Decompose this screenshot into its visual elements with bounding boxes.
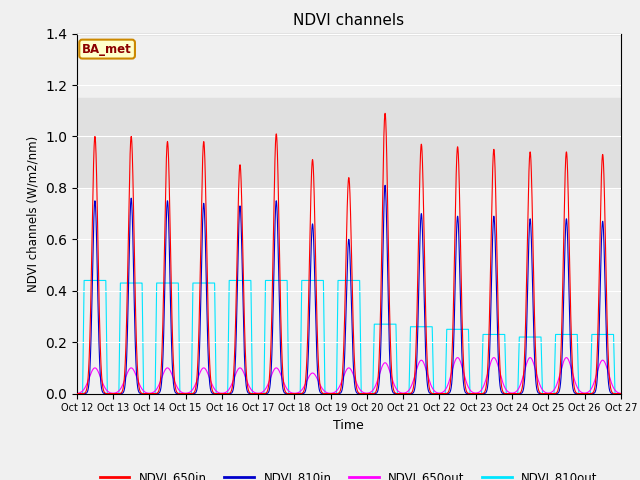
NDVI_650out (73, 391, 81, 396)
NDVI_650in (283, 390, 291, 396)
NDVI_650in (442, 391, 449, 396)
Bar (77, 98, 621, 188)
NDVI_810in (417, 228, 424, 234)
NDVI_810out (417, 324, 424, 330)
NDVI_650out (503, 388, 511, 394)
Line: NDVI_810out: NDVI_810out (77, 280, 640, 394)
Y-axis label: NDVI channels (W/m2/nm): NDVI channels (W/m2/nm) (26, 135, 40, 292)
Title: NDVI channels: NDVI channels (293, 13, 404, 28)
NDVI_650in (503, 391, 511, 396)
NDVI_650out (416, 358, 424, 364)
Line: NDVI_810in: NDVI_810in (77, 185, 640, 394)
NDVI_650out (563, 355, 570, 360)
X-axis label: Time: Time (333, 419, 364, 432)
Legend: NDVI_650in, NDVI_810in, NDVI_650out, NDVI_810out: NDVI_650in, NDVI_810in, NDVI_650out, NDV… (95, 466, 602, 480)
NDVI_810in (503, 391, 511, 396)
NDVI_810out (283, 277, 291, 283)
NDVI_810in (534, 390, 542, 396)
NDVI_650out (442, 387, 449, 393)
NDVI_810out (80, 277, 88, 283)
Line: NDVI_650out: NDVI_650out (77, 358, 640, 394)
NDVI_810out (534, 334, 542, 340)
NDVI_650in (534, 385, 542, 391)
NDVI_650in (73, 391, 81, 396)
NDVI_810in (102, 391, 110, 396)
NDVI_650in (417, 159, 424, 165)
NDVI_810in (381, 182, 389, 188)
NDVI_810in (442, 391, 449, 396)
NDVI_650out (283, 386, 291, 392)
Line: NDVI_650in: NDVI_650in (77, 113, 640, 394)
NDVI_810out (102, 295, 110, 300)
NDVI_810in (73, 391, 81, 396)
NDVI_650out (102, 386, 110, 392)
NDVI_650in (102, 391, 110, 396)
NDVI_810out (503, 391, 511, 396)
NDVI_810out (442, 379, 449, 385)
Text: BA_met: BA_met (82, 43, 132, 56)
NDVI_650out (534, 376, 542, 382)
NDVI_810out (73, 391, 81, 396)
NDVI_650in (381, 110, 389, 116)
NDVI_810in (283, 391, 291, 396)
